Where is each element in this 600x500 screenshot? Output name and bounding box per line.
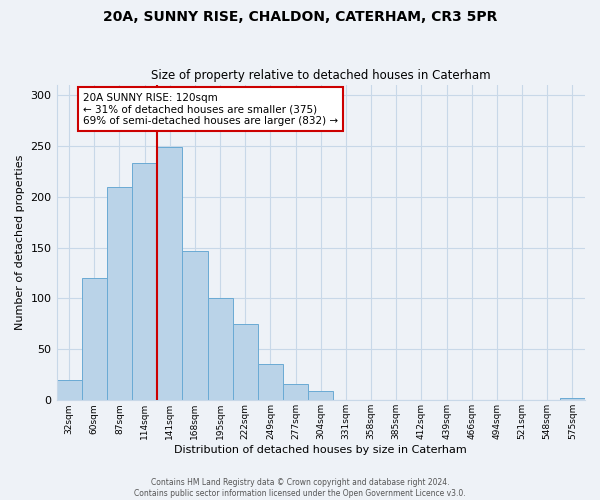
- Bar: [182, 250, 208, 400]
- Bar: [283, 384, 308, 400]
- Title: Size of property relative to detached houses in Caterham: Size of property relative to detached ho…: [151, 69, 491, 82]
- Bar: [308, 391, 334, 400]
- Bar: [560, 398, 585, 400]
- Y-axis label: Number of detached properties: Number of detached properties: [15, 154, 25, 330]
- Bar: [56, 380, 82, 400]
- Text: 20A, SUNNY RISE, CHALDON, CATERHAM, CR3 5PR: 20A, SUNNY RISE, CHALDON, CATERHAM, CR3 …: [103, 10, 497, 24]
- Bar: [208, 298, 233, 400]
- Bar: [258, 364, 283, 401]
- Bar: [132, 163, 157, 400]
- Bar: [82, 278, 107, 400]
- Bar: [157, 146, 182, 400]
- X-axis label: Distribution of detached houses by size in Caterham: Distribution of detached houses by size …: [175, 445, 467, 455]
- Bar: [233, 324, 258, 400]
- Bar: [107, 188, 132, 400]
- Text: Contains HM Land Registry data © Crown copyright and database right 2024.
Contai: Contains HM Land Registry data © Crown c…: [134, 478, 466, 498]
- Text: 20A SUNNY RISE: 120sqm
← 31% of detached houses are smaller (375)
69% of semi-de: 20A SUNNY RISE: 120sqm ← 31% of detached…: [83, 92, 338, 126]
